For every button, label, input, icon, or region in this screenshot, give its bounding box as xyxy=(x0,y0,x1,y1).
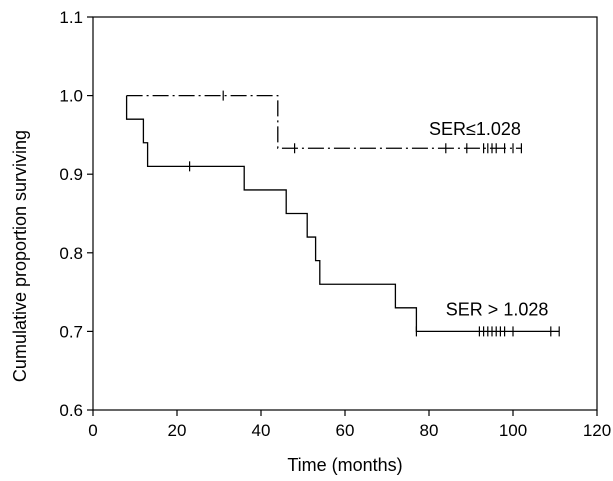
x-tick-label: 120 xyxy=(583,421,611,440)
x-tick-label: 0 xyxy=(88,421,97,440)
x-tick-label: 80 xyxy=(420,421,439,440)
y-axis-title: Cumulative proportion surviving xyxy=(10,130,30,382)
y-tick-label: 1.0 xyxy=(59,87,83,106)
x-tick-label: 100 xyxy=(499,421,527,440)
x-tick-label: 20 xyxy=(168,421,187,440)
x-axis-title: Time (months) xyxy=(287,455,402,475)
series-line-2 xyxy=(125,95,560,333)
x-tick-label: 60 xyxy=(336,421,355,440)
x-tick-label: 40 xyxy=(252,421,271,440)
y-tick-label: 0.6 xyxy=(59,401,83,420)
y-tick-label: 0.8 xyxy=(59,244,83,263)
plot-area xyxy=(92,16,598,411)
x-axis-ticks: 0 20 40 60 80 100 120 xyxy=(88,410,611,440)
series-label-1: SER≤1.028 xyxy=(429,119,521,139)
plot-frame xyxy=(92,16,598,411)
series-label-2: SER > 1.028 xyxy=(446,300,549,320)
y-tick-label: 0.7 xyxy=(59,322,83,341)
annotation-layer: SER≤1.028 SER > 1.028 xyxy=(429,119,548,320)
y-tick-label: 1.1 xyxy=(59,8,83,27)
series-layer xyxy=(125,90,560,337)
y-axis-ticks: 0.6 0.7 0.8 0.9 1.0 1.1 xyxy=(59,8,93,420)
y-tick-label: 0.9 xyxy=(59,165,83,184)
series-line-1 xyxy=(126,94,522,149)
